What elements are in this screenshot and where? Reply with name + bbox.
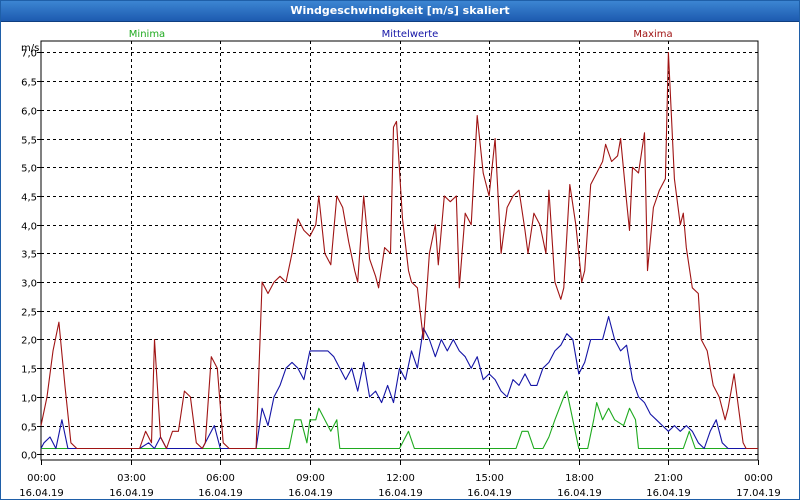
x-tick-time-label: 18:00	[565, 473, 594, 484]
y-tick-label: 7,0	[21, 49, 37, 60]
y-tick-label: 1,5	[21, 365, 37, 376]
x-tick-date-label: 16.04.19	[467, 488, 512, 499]
series-line-mittelwerte	[40, 315, 758, 450]
x-tick-date-label: 16.04.19	[288, 488, 333, 499]
x-tick-date-label: 16.04.19	[198, 488, 243, 499]
legend-maxima: Maxima	[633, 29, 672, 40]
plot-frame	[40, 40, 759, 461]
x-tick-time-label: 21:00	[654, 473, 683, 484]
wind-speed-chart: 0,0 0,5 1,0 1,5 2,0 2,5 3,0 3,5 4,0 4,5 5,0 5,5 6,0 6…	[19, 29, 781, 499]
legend-mittelwerte: Mittelwerte	[382, 29, 439, 40]
y-tick-label: 5,5	[21, 136, 37, 147]
y-tick-label: 3,0	[21, 279, 37, 290]
series-line-minima	[41, 390, 758, 450]
y-tick-label: 2,0	[21, 336, 37, 347]
x-tick-date-label: 16.04.19	[19, 488, 64, 499]
y-tick-label: 0,5	[21, 423, 37, 434]
y-tick-label: 4,0	[21, 222, 37, 233]
y-axis-label: m/s	[21, 43, 39, 54]
y-tick-label: 3,5	[21, 250, 37, 261]
y-tick-label: 2,5	[21, 308, 37, 319]
x-tick-time-label: 15:00	[475, 473, 504, 484]
y-tick-label: 4,5	[21, 193, 37, 204]
y-tick-label: 1,0	[21, 394, 37, 405]
y-tick-label: 0,0	[21, 451, 37, 462]
x-tick-date-label: 17.04.19	[736, 488, 781, 499]
y-tick-label: 6,0	[21, 107, 37, 118]
x-tick-date-label: 16.04.19	[646, 488, 691, 499]
x-tick-time-label: 00:00	[27, 473, 56, 484]
x-tick-time-label: 09:00	[296, 473, 325, 484]
series-line-maxima	[40, 51, 758, 450]
y-tick-label: 6,5	[21, 78, 37, 89]
window-title: Windgeschwindigkeit [m/s] skaliert	[1, 1, 799, 22]
x-tick-time-label: 03:00	[117, 473, 146, 484]
x-tick-time-label: 12:00	[386, 473, 415, 484]
x-tick-time-label: 06:00	[206, 473, 235, 484]
x-tick-time-label: 00:00	[744, 473, 773, 484]
x-tick-date-label: 16.04.19	[109, 488, 154, 499]
x-tick-date-label: 16.04.19	[378, 488, 423, 499]
x-tick-date-label: 16.04.19	[557, 488, 602, 499]
legend-minima: Minima	[129, 29, 165, 40]
y-tick-label: 5,0	[21, 164, 37, 175]
